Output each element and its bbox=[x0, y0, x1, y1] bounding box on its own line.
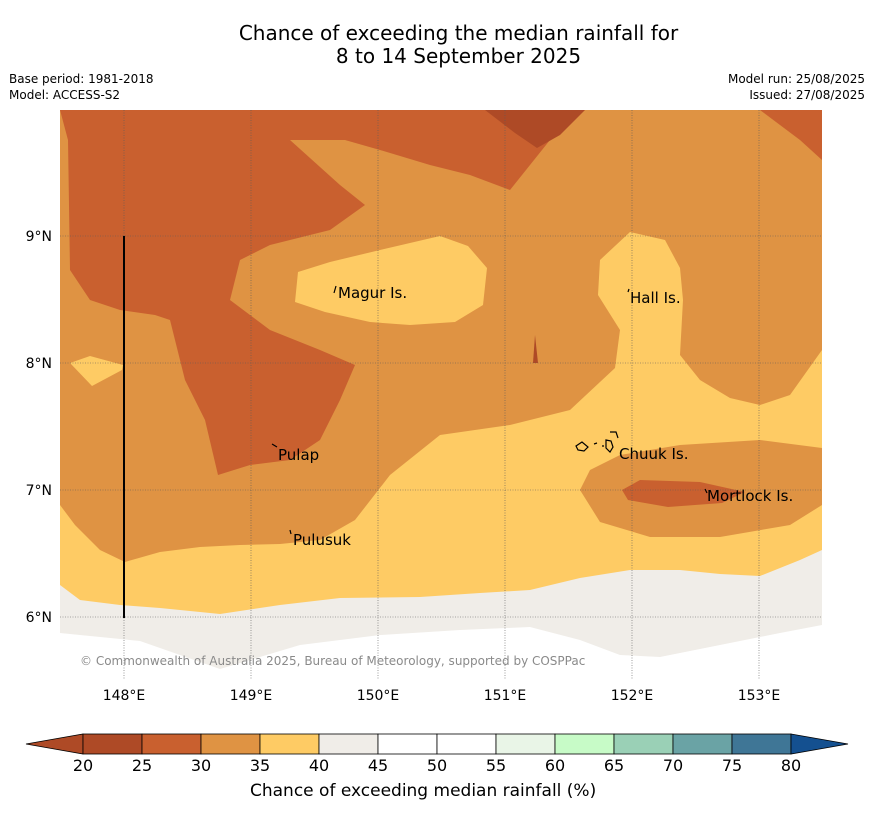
colorbar-tick-75: 75 bbox=[722, 756, 742, 775]
colorbar-segment-55 bbox=[495, 733, 556, 755]
white-strip-south bbox=[60, 625, 822, 680]
colorbar-tick-50: 50 bbox=[427, 756, 447, 775]
colorbar-segment-35 bbox=[259, 733, 320, 755]
issue-info: Model run: 25/08/2025 Issued: 27/08/2025 bbox=[728, 71, 865, 103]
colorbar-extend-low bbox=[25, 733, 84, 755]
colorbar-segment-65 bbox=[613, 733, 674, 755]
region-35-40-south bbox=[60, 232, 822, 680]
lon-tick-151e: 151°E bbox=[484, 688, 527, 704]
region-35-40-west bbox=[70, 356, 123, 386]
colorbar-tick-labels: 20 25 30 35 40 45 50 55 60 65 70 75 80 bbox=[73, 756, 801, 775]
lat-tick-7n: 7°N bbox=[26, 483, 52, 499]
lat-tick-9n: 9°N bbox=[26, 229, 52, 245]
pulusuk-island-outline bbox=[289, 529, 292, 535]
chuuk-island-outline bbox=[575, 431, 619, 453]
colorbar-tick-60: 60 bbox=[545, 756, 565, 775]
colorbar-tick-70: 70 bbox=[663, 756, 683, 775]
lat-tick-8n: 8°N bbox=[26, 356, 52, 372]
colorbar-tick-25: 25 bbox=[132, 756, 152, 775]
pulap-island-outline bbox=[271, 443, 278, 448]
colorbar-segment-20 bbox=[82, 733, 143, 755]
colorbar-tick-40: 40 bbox=[309, 756, 329, 775]
hall-island-outline bbox=[627, 288, 630, 293]
region-25-30-mortlock bbox=[622, 480, 745, 507]
colorbar-segment-75 bbox=[731, 733, 792, 755]
colorbar-segments bbox=[25, 733, 849, 755]
colorbar-tick-45: 45 bbox=[368, 756, 388, 775]
colorbar-segment-70 bbox=[672, 733, 733, 755]
island-outlines bbox=[271, 285, 708, 535]
colorbar-tick-80: 80 bbox=[781, 756, 801, 775]
gridlines bbox=[60, 110, 822, 680]
model-label: Model: ACCESS-S2 bbox=[9, 88, 121, 102]
place-label-magur: Magur Is. bbox=[338, 284, 407, 302]
place-label-chuuk: Chuuk Is. bbox=[619, 445, 688, 463]
colorbar-segment-40 bbox=[318, 733, 379, 755]
place-label-mortlock: Mortlock Is. bbox=[707, 487, 793, 505]
title-line-2: 8 to 14 September 2025 bbox=[335, 44, 582, 68]
map-fill-regions bbox=[60, 110, 822, 680]
colorbar-segment-50 bbox=[436, 733, 497, 755]
copyright-notice: © Commonwealth of Australia 2025, Bureau… bbox=[80, 654, 585, 668]
colorbar-tick-35: 35 bbox=[250, 756, 270, 775]
lon-tick-148e: 148°E bbox=[103, 688, 146, 704]
lon-tick-153e: 153°E bbox=[738, 688, 781, 704]
model-run-label: Model run: 25/08/2025 bbox=[727, 72, 865, 86]
issued-label: Issued: 27/08/2025 bbox=[749, 88, 865, 102]
place-label-hall: Hall Is. bbox=[630, 289, 681, 307]
colorbar-segment-45 bbox=[377, 733, 438, 755]
colorbar-tick-55: 55 bbox=[486, 756, 506, 775]
colorbar-tick-65: 65 bbox=[604, 756, 624, 775]
lon-tick-152e: 152°E bbox=[611, 688, 654, 704]
lon-tick-150e: 150°E bbox=[357, 688, 400, 704]
region-20-25-north bbox=[485, 110, 585, 148]
region-40-45-south bbox=[60, 550, 822, 680]
base-period-label: Base period: 1981-2018 bbox=[9, 72, 154, 86]
title-line-1: Chance of exceeding the median rainfall … bbox=[238, 21, 679, 45]
region-35-40-magur bbox=[295, 236, 487, 325]
colorbar-extend-high bbox=[790, 733, 849, 755]
lat-tick-6n: 6°N bbox=[26, 610, 52, 626]
map-title: Chance of exceeding the median rainfall … bbox=[0, 22, 873, 68]
colorbar-title: Chance of exceeding median rainfall (%) bbox=[250, 781, 597, 801]
magur-island-outline bbox=[333, 285, 337, 294]
mortlock-island-outline bbox=[704, 488, 708, 494]
colorbar-segment-60 bbox=[554, 733, 615, 755]
colorbar-segment-30 bbox=[200, 733, 261, 755]
colorbar-tick-20: 20 bbox=[73, 756, 93, 775]
colorbar-segment-25 bbox=[141, 733, 202, 755]
sliver-20-25 bbox=[533, 335, 538, 363]
lon-tick-149e: 149°E bbox=[230, 688, 273, 704]
colorbar-tick-30: 30 bbox=[191, 756, 211, 775]
model-info: Base period: 1981-2018 Model: ACCESS-S2 bbox=[9, 71, 154, 103]
region-25-30-west bbox=[60, 110, 822, 475]
place-label-pulap: Pulap bbox=[278, 446, 319, 464]
place-label-pulusuk: Pulusuk bbox=[293, 531, 351, 549]
